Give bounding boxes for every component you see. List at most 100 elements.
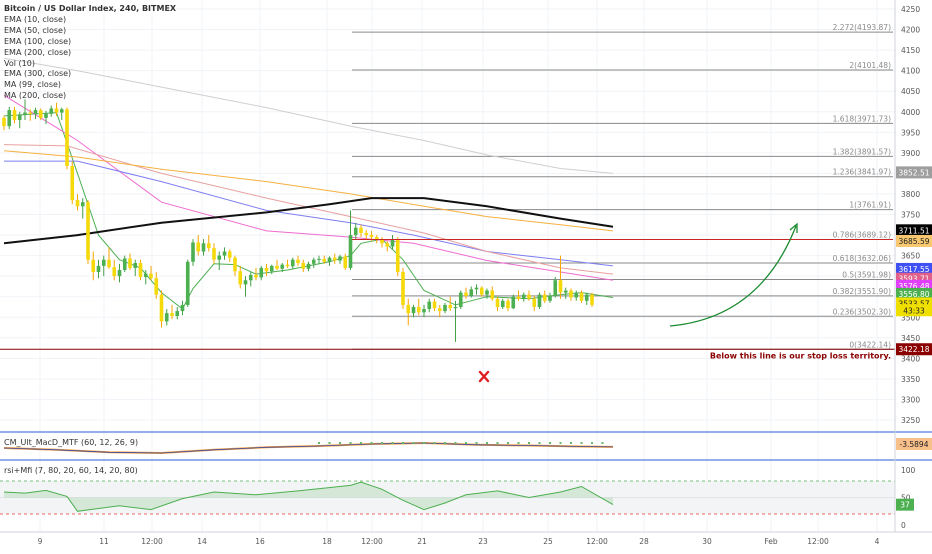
candle-body [453,306,458,309]
candle-body [500,300,505,307]
candle-body [175,311,180,317]
x-tick-label: 16 [255,537,265,546]
x-tick-label: 12:00 [141,537,163,546]
candle-body [353,227,358,236]
fib-level-label: 1(3761.91) [849,201,891,210]
y-tick-label: 3450 [901,334,920,343]
candle-body [527,294,531,299]
candle-body [138,262,143,277]
indicator-ema-200[interactable]: EMA (200, close) [4,47,72,57]
rsi-tick-label: 0 [901,521,906,530]
fib-level-label: 2.272(4193.87) [833,23,891,32]
ma-line [3,57,614,174]
indicator-ema-10[interactable]: EMA (10, close) [4,14,67,24]
y-tick-label: 3250 [901,416,920,425]
ma-line [3,150,614,232]
price-tag-text: 3556.80 [898,290,929,299]
candle-body [227,251,232,258]
candle-body [385,243,390,247]
candle-body [2,117,6,127]
candle-body [401,272,405,305]
indicator-ma-200[interactable]: MA (200, close) [4,91,67,101]
macd-histogram-bar [517,442,520,444]
candle-body [558,280,563,293]
candle-body [23,112,27,116]
price-tag-text: 3852.51 [898,168,929,177]
candle-body [248,274,253,281]
candle-body [290,259,295,267]
candle-body [448,304,453,309]
macd-histogram-bar [339,442,341,444]
candle-body [590,294,594,305]
macd-histogram-bar [538,442,541,444]
y-tick-label: 4250 [901,5,920,14]
candle-body [364,232,369,236]
fib-level-label: 2(4101.48) [849,61,891,70]
bullish-arrow [669,225,797,327]
x-tick-label: 30 [702,537,712,546]
indicator-ema-100[interactable]: EMA (100, close) [4,36,72,46]
macd-histogram-bar [559,442,562,444]
candle-body [422,309,426,313]
candle-body [474,287,479,290]
candle-body [574,292,579,298]
chart-grid [0,0,895,532]
candle-body [196,242,201,252]
rsi-tick-label: 100 [901,466,916,475]
fib-level-label: 1.382(3891.57) [833,147,891,156]
candle-body [296,259,300,263]
candle-body [553,280,558,296]
candle-body [464,292,468,296]
macd-label[interactable]: CM_Ult_MacD_MTF (60, 12, 26, 9) [4,438,139,447]
rsi-mfi-label[interactable]: rsi+Mfi (7, 80, 20, 60, 14, 20, 80) [4,466,138,475]
y-tick-label: 3350 [901,375,920,384]
candle-body [170,313,174,317]
fib-level-label: 0.618(3632.06) [833,254,891,263]
indicator-ema-50[interactable]: EMA (50, close) [4,25,67,35]
candle-body [322,258,327,262]
y-tick-label: 3400 [901,354,920,363]
x-tick-label: 28 [639,537,649,546]
candle-body [75,200,80,207]
candle-body [107,259,111,268]
candle-body [369,235,374,238]
macd-histogram-bar [433,442,436,444]
macd-signal-line [3,442,614,454]
x-tick-label: 18 [322,537,332,546]
x-tick-label: 23 [478,537,488,546]
fib-level-label: 0.786(3689.12) [833,231,891,240]
x-tick-label: 12:00 [807,537,829,546]
candle-body [65,109,69,167]
candle-body [516,296,521,299]
candle-body [12,110,17,120]
candle-body [122,258,127,270]
price-tag-text: 3533.57 [898,299,929,308]
candle-body [254,274,258,278]
candle-body [343,256,348,268]
x-tick-label: 9 [38,537,43,546]
macd-histogram-bar [402,442,404,444]
x-tick-label: Feb [764,537,778,546]
price-tag [896,224,932,237]
macd-histogram-bar [328,442,331,444]
candle-body [264,267,269,272]
indicator-ma-99[interactable]: MA (99, close) [4,80,62,90]
indicator-ema-300[interactable]: EMA (300, close) [4,69,72,79]
fib-level-label: 0(3422.14) [849,340,891,349]
candle-body [306,263,311,269]
y-tick-label: 4000 [901,108,920,117]
candle-body [495,298,500,307]
x-tick-label: 21 [417,537,427,546]
price-tag-text: 3593.71 [898,275,929,284]
fib-levels: 2.272(4193.87) 2(4101.48) 1.618(3971.73) 1.… [352,23,893,350]
price-tag [896,343,932,356]
y-tick-label: 3650 [901,252,920,261]
price-tag [896,262,932,275]
candle-body [427,301,432,310]
ma-line [3,197,614,245]
indicator-vol[interactable]: Vol (10) [4,58,35,68]
candle-body [91,259,96,273]
fib-level-label: 0.236(3502.30) [833,307,891,316]
y-tick-label: 3800 [901,190,920,199]
